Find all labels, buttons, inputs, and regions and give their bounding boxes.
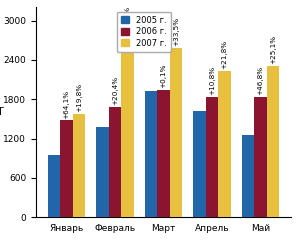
Bar <box>254 97 267 217</box>
Text: +63,1%: +63,1% <box>124 5 130 35</box>
Text: +0,1%: +0,1% <box>160 64 166 88</box>
Bar <box>267 66 279 217</box>
Text: +25,1%: +25,1% <box>270 35 276 64</box>
Bar <box>218 71 231 217</box>
Bar <box>109 107 121 217</box>
Legend: 2005 г., 2006 г., 2007 г.: 2005 г., 2006 г., 2007 г. <box>117 12 171 52</box>
Bar <box>170 48 182 217</box>
Text: +19,8%: +19,8% <box>76 83 82 112</box>
Bar <box>157 90 170 217</box>
Bar <box>73 114 85 217</box>
Text: +46,8%: +46,8% <box>257 66 263 95</box>
Bar <box>96 127 109 217</box>
Bar <box>60 120 73 217</box>
Text: +21,8%: +21,8% <box>222 40 228 69</box>
Text: +20,4%: +20,4% <box>112 76 118 105</box>
Text: +33,5%: +33,5% <box>173 17 179 46</box>
Y-axis label: Т: Т <box>0 107 4 117</box>
Bar <box>242 135 254 217</box>
Bar <box>206 97 218 217</box>
Bar <box>121 36 134 217</box>
Text: +64,1%: +64,1% <box>64 89 70 119</box>
Bar <box>193 111 206 217</box>
Bar <box>48 155 60 217</box>
Bar <box>145 91 157 217</box>
Text: +10,8%: +10,8% <box>209 66 215 95</box>
